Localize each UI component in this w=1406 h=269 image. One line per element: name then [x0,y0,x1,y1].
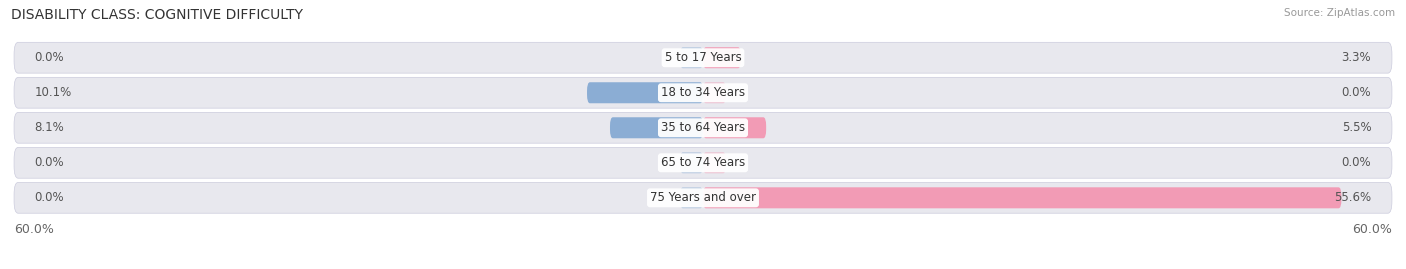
Text: 55.6%: 55.6% [1334,191,1371,204]
Text: 60.0%: 60.0% [1353,223,1392,236]
FancyBboxPatch shape [14,182,1392,213]
FancyBboxPatch shape [703,47,741,68]
Text: 60.0%: 60.0% [14,223,53,236]
FancyBboxPatch shape [703,117,766,138]
Text: 0.0%: 0.0% [1341,156,1371,169]
Text: 10.1%: 10.1% [35,86,72,99]
FancyBboxPatch shape [14,147,1392,178]
Text: 75 Years and over: 75 Years and over [650,191,756,204]
FancyBboxPatch shape [703,152,725,173]
FancyBboxPatch shape [588,82,703,103]
Text: 0.0%: 0.0% [35,51,65,64]
FancyBboxPatch shape [681,47,703,68]
Text: 0.0%: 0.0% [35,156,65,169]
FancyBboxPatch shape [14,42,1392,73]
FancyBboxPatch shape [681,152,703,173]
Text: 3.3%: 3.3% [1341,51,1371,64]
Text: 8.1%: 8.1% [35,121,65,134]
Text: DISABILITY CLASS: COGNITIVE DIFFICULTY: DISABILITY CLASS: COGNITIVE DIFFICULTY [11,8,304,22]
FancyBboxPatch shape [610,117,703,138]
Text: 0.0%: 0.0% [1341,86,1371,99]
Text: 35 to 64 Years: 35 to 64 Years [661,121,745,134]
Text: Source: ZipAtlas.com: Source: ZipAtlas.com [1284,8,1395,18]
FancyBboxPatch shape [703,187,1341,208]
FancyBboxPatch shape [703,82,725,103]
Text: 0.0%: 0.0% [35,191,65,204]
Text: 18 to 34 Years: 18 to 34 Years [661,86,745,99]
FancyBboxPatch shape [14,112,1392,143]
FancyBboxPatch shape [681,187,703,208]
Text: 5 to 17 Years: 5 to 17 Years [665,51,741,64]
FancyBboxPatch shape [14,77,1392,108]
Text: 5.5%: 5.5% [1341,121,1371,134]
Text: 65 to 74 Years: 65 to 74 Years [661,156,745,169]
